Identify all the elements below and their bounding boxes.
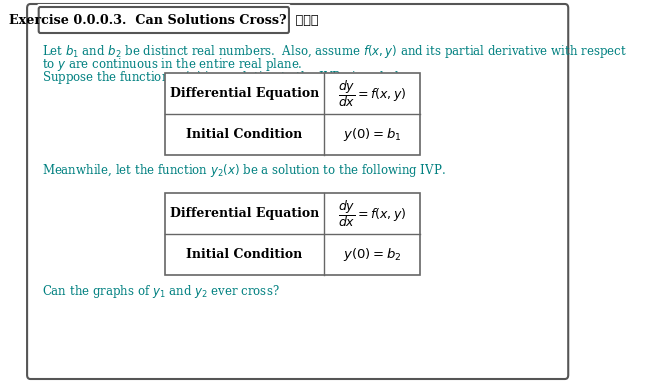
Text: Exercise 0.0.0.3.  Can Solutions Cross?  💣💣💣: Exercise 0.0.0.3. Can Solutions Cross? 💣… bbox=[9, 13, 319, 26]
Text: Differential Equation: Differential Equation bbox=[170, 207, 319, 220]
FancyBboxPatch shape bbox=[37, 4, 291, 34]
Text: Initial Condition: Initial Condition bbox=[186, 128, 303, 141]
Text: Can the graphs of $y_1$ and $y_2$ ever cross?: Can the graphs of $y_1$ and $y_2$ ever c… bbox=[42, 283, 280, 300]
Bar bbox=[165, 193, 420, 275]
Text: Meanwhile, let the function $y_2(x)$ be a solution to the following IVP.: Meanwhile, let the function $y_2(x)$ be … bbox=[42, 162, 446, 179]
Text: Initial Condition: Initial Condition bbox=[186, 248, 303, 261]
Text: $y(0) = b_1$: $y(0) = b_1$ bbox=[343, 126, 401, 143]
FancyBboxPatch shape bbox=[39, 7, 289, 33]
Text: Let $b_1$ and $b_2$ be distinct real numbers.  Also, assume $f(x, y)$ and its pa: Let $b_1$ and $b_2$ be distinct real num… bbox=[42, 43, 627, 60]
Text: Differential Equation: Differential Equation bbox=[170, 87, 319, 100]
Bar bbox=[165, 73, 420, 155]
Text: Suppose the function $y_1(x)$ is a solution to the IVP given below.: Suppose the function $y_1(x)$ is a solut… bbox=[42, 69, 420, 86]
Text: $y(0) = b_2$: $y(0) = b_2$ bbox=[343, 246, 401, 263]
Text: to $y$ are continuous in the entire real plane.: to $y$ are continuous in the entire real… bbox=[42, 56, 303, 73]
Text: $\dfrac{dy}{dx} = f(x,y)$: $\dfrac{dy}{dx} = f(x,y)$ bbox=[338, 198, 407, 229]
Text: $\dfrac{dy}{dx} = f(x,y)$: $\dfrac{dy}{dx} = f(x,y)$ bbox=[338, 78, 407, 109]
FancyBboxPatch shape bbox=[27, 4, 568, 379]
